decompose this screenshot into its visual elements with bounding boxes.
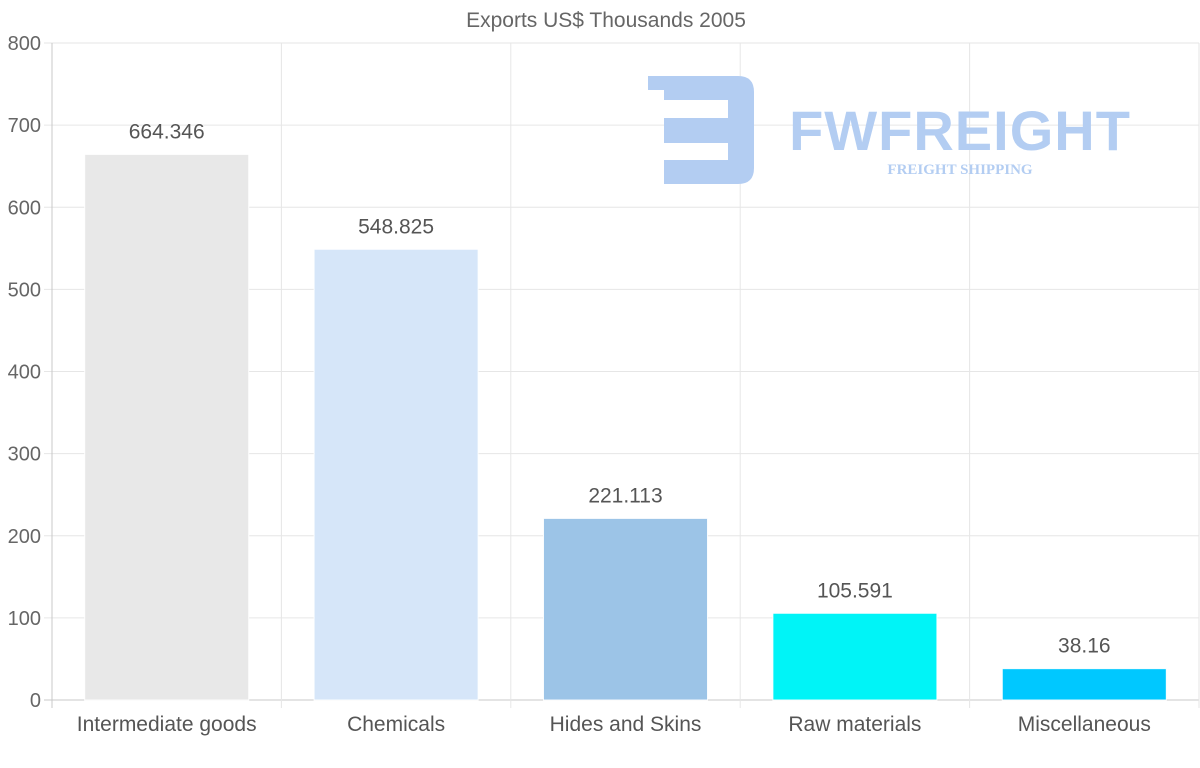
y-tick-label: 100 [8, 608, 41, 630]
y-tick-label: 0 [30, 690, 41, 712]
x-tick-label: Raw materials [788, 713, 921, 736]
bar[interactable] [542, 517, 709, 701]
bar[interactable] [1001, 668, 1167, 701]
watermark-logo-icon [648, 76, 754, 184]
x-tick-label: Hides and Skins [550, 713, 702, 736]
x-tick-label: Intermediate goods [77, 713, 257, 736]
bar-value-label: 38.16 [1058, 635, 1111, 658]
axis-layer: 0 100 200 300 400 500 600 700 800 Intermediate go… [8, 33, 1151, 736]
bar-value-label: 221.113 [588, 484, 662, 507]
bar-value-label: 105.591 [817, 579, 893, 602]
watermark-brand: FWFREIGHT [789, 99, 1131, 162]
y-tick-label: 700 [8, 115, 41, 137]
watermark-tagline: FREIGHT SHIPPING [887, 162, 1032, 178]
bar[interactable] [313, 248, 479, 701]
y-tick-label: 400 [8, 362, 41, 384]
y-tick-label: 300 [8, 444, 41, 466]
x-tick-label: Miscellaneous [1018, 713, 1151, 736]
y-tick-label: 200 [8, 526, 41, 548]
bars-layer: 664.346 548.825 221.113 105.591 38.16 [84, 120, 1167, 701]
chart-title: Exports US$ Thousands 2005 [466, 9, 746, 32]
x-tick-label: Chemicals [347, 713, 445, 736]
bar-value-label: 664.346 [129, 120, 205, 143]
bar[interactable] [772, 612, 938, 701]
y-tick-label: 600 [8, 197, 41, 219]
bar[interactable] [84, 153, 250, 701]
y-tick-label: 500 [8, 279, 41, 301]
bar-value-label: 548.825 [358, 215, 434, 238]
watermark: FWFREIGHT FREIGHT SHIPPING [648, 76, 1131, 184]
y-tick-label: 800 [8, 33, 41, 55]
